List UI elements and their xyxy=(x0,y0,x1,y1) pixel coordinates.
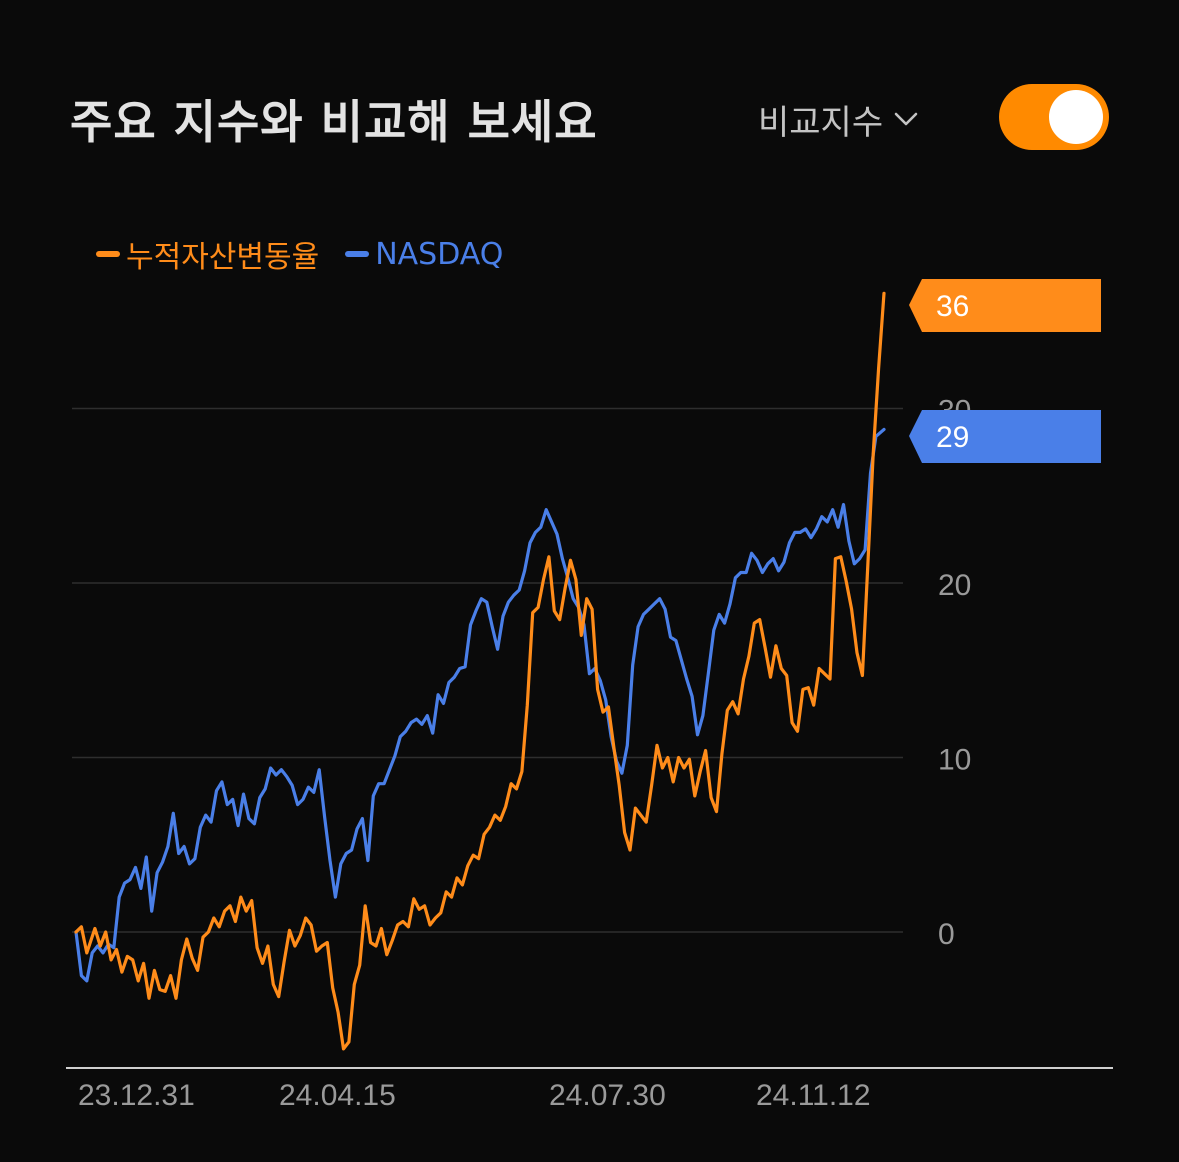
y-tick-label-20: 20 xyxy=(938,569,971,602)
end-flag-asset xyxy=(909,279,1101,332)
chevron-down-icon xyxy=(891,104,921,134)
legend-item-asset: 누적자산변동율 xyxy=(96,232,319,276)
page-title: 주요 지수와 비교해 보세요 xyxy=(70,95,598,149)
x-tick-label-23.12.31: 23.12.31 xyxy=(78,1079,195,1112)
series-line-nasdaq xyxy=(74,427,886,983)
x-tick-label-24.11.12: 24.11.12 xyxy=(756,1079,871,1112)
legend-label-asset: 누적자산변동율 xyxy=(126,240,320,275)
compare-index-label: 비교지수 xyxy=(758,102,884,143)
compare-toggle[interactable] xyxy=(999,84,1109,150)
compare-index-dropdown[interactable]: 비교지수 xyxy=(758,96,921,143)
end-value-label-nasdaq: 29 xyxy=(936,421,969,454)
legend-label-nasdaq: NASDAQ xyxy=(375,236,504,272)
toggle-knob xyxy=(1049,90,1103,144)
x-tick-label-24.07.30: 24.07.30 xyxy=(549,1079,666,1112)
y-tick-label-10: 10 xyxy=(938,744,971,777)
x-tick-label-24.04.15: 24.04.15 xyxy=(279,1079,396,1112)
series-line-asset xyxy=(74,291,886,1051)
end-flag-nasdaq xyxy=(909,410,1101,463)
y-tick-label-0: 0 xyxy=(938,918,955,951)
legend-swatch-asset xyxy=(96,251,120,257)
end-value-label-asset: 36 xyxy=(936,290,969,323)
legend-swatch-nasdaq xyxy=(345,251,370,257)
legend-item-nasdaq: NASDAQ xyxy=(345,237,503,272)
chart-legend: 누적자산변동율 NASDAQ xyxy=(96,232,529,276)
